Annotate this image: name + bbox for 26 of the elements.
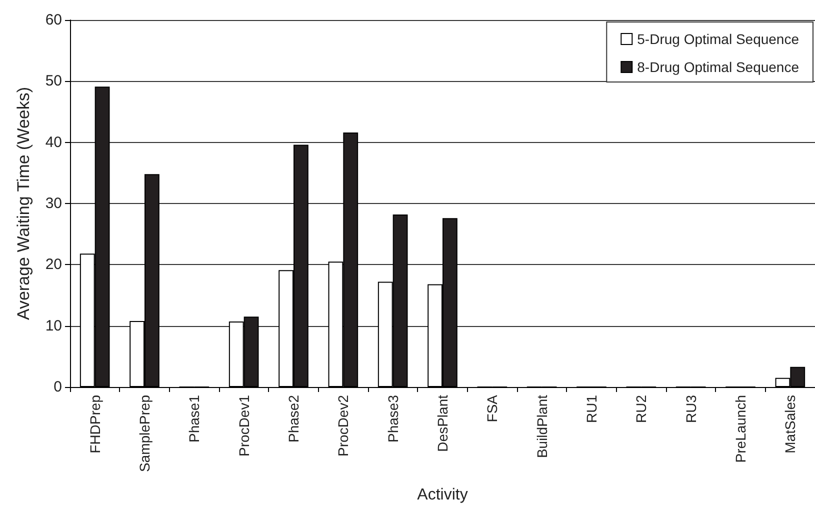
- x-tick-label: BuildPlant: [534, 394, 550, 458]
- x-tick-label: RU1: [584, 394, 600, 424]
- x-tick-label: FHDPrep: [86, 394, 103, 454]
- x-tick-label: RU2: [633, 394, 650, 424]
- x-tick-label: MatSales: [782, 395, 798, 454]
- x-tick-label: Phase2: [286, 394, 302, 442]
- y-tick-label: 20: [45, 256, 62, 274]
- y-tick-label: 10: [45, 317, 62, 334]
- x-tick-label: ProcDev2: [335, 394, 352, 456]
- x-tick-label: Phase3: [384, 394, 401, 442]
- y-tick-label: 50: [45, 72, 62, 90]
- x-tick-label: FSA: [484, 394, 500, 422]
- y-axis-title: Average Waiting Time (Weeks): [14, 86, 33, 320]
- x-tick-label: SamplePrep: [136, 394, 152, 472]
- x-tick-label: DesPlant: [434, 394, 450, 452]
- x-tick-label: ProcDev1: [236, 394, 252, 456]
- x-axis-title: Activity: [417, 486, 468, 504]
- y-tick-label: 40: [45, 134, 62, 151]
- y-tick-label: 0: [54, 378, 62, 396]
- x-tick-label: RU3: [682, 394, 699, 424]
- y-tick-label: 30: [45, 195, 62, 212]
- x-tick-label: Phase1: [186, 394, 202, 442]
- x-tick-label: PreLaunch: [732, 395, 748, 463]
- y-tick-label: 60: [45, 12, 62, 28]
- legend-label: 8-Drug Optimal Sequence: [637, 59, 800, 75]
- legend-label: 5-Drug Optimal Sequence: [637, 31, 800, 47]
